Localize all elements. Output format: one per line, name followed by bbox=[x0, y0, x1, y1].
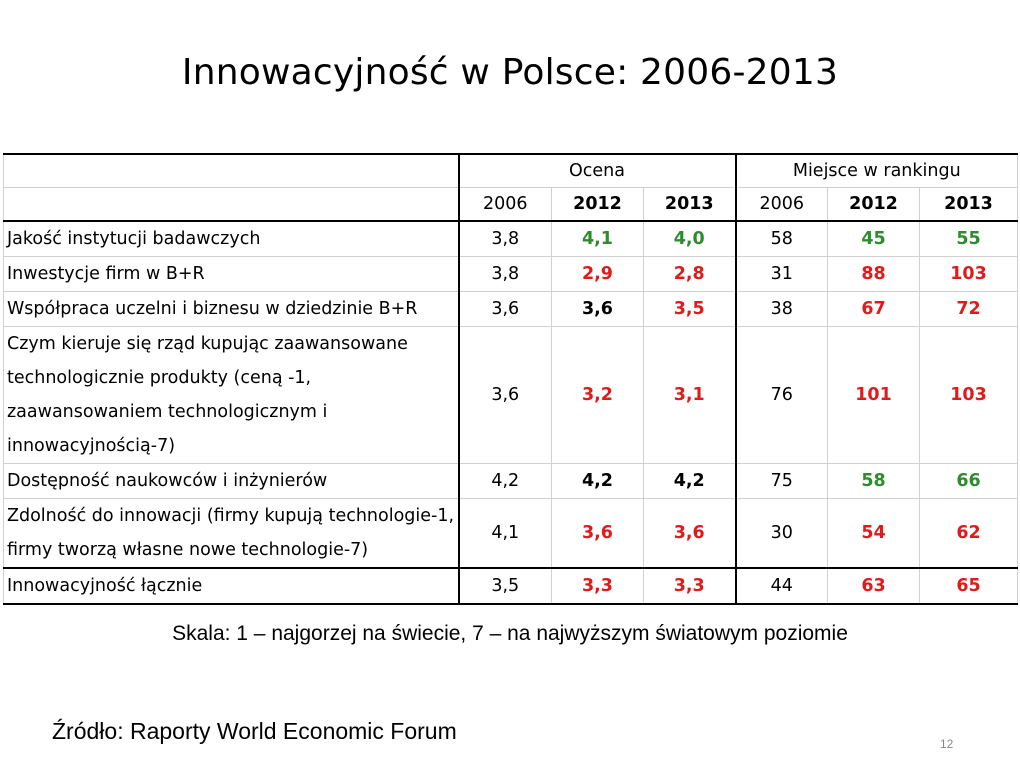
row-label: Dostępność naukowców i inżynierów bbox=[3, 463, 459, 499]
cell-miejsce-2013: 103 bbox=[918, 256, 1019, 292]
cell-ocena-2013: 3,6 bbox=[643, 498, 736, 569]
cell-miejsce-2013: 103 bbox=[918, 326, 1019, 464]
cell-miejsce-2013: 62 bbox=[918, 498, 1019, 569]
cell-ocena-2006: 3,6 bbox=[457, 291, 552, 327]
cell-ocena-2013: 4,2 bbox=[643, 463, 736, 499]
row-label: Czym kieruje się rząd kupując zaawansowa… bbox=[3, 326, 459, 464]
year-header-ocena-2006: 2006 bbox=[457, 187, 552, 222]
row-label: Inwestycje firm w B+R bbox=[3, 256, 459, 292]
cell-ocena-2012: 2,9 bbox=[551, 256, 644, 292]
cell-miejsce-2006: 30 bbox=[734, 498, 828, 569]
cell-miejsce-2006: 38 bbox=[734, 291, 828, 327]
source-note: Źródło: Raporty World Economic Forum bbox=[52, 718, 457, 744]
cell-miejsce-2006: 75 bbox=[734, 463, 828, 499]
cell-ocena-2013: 4,0 bbox=[643, 220, 736, 257]
group-header-ocena: Ocena bbox=[457, 153, 736, 188]
cell-miejsce-2012: 88 bbox=[827, 256, 920, 292]
row-label: Współpraca uczelni i biznesu w dziedzini… bbox=[3, 291, 459, 327]
cell-ocena-2013: 3,1 bbox=[643, 326, 736, 464]
table-row: Inwestycje firm w B+R 3,8 2,9 2,8 31 88 103 bbox=[3, 256, 1019, 292]
cell-miejsce-2012: 45 bbox=[827, 220, 920, 257]
row-label: Innowacyjność łącznie bbox=[3, 567, 459, 605]
table-row: Współpraca uczelni i biznesu w dziedzini… bbox=[3, 291, 1019, 327]
innovation-table: Ocena Miejsce w rankingu 2006 2012 2013 … bbox=[3, 153, 1019, 605]
year-header-row: 2006 2012 2013 2006 2012 2013 bbox=[3, 187, 1019, 222]
cell-miejsce-2012: 67 bbox=[827, 291, 920, 327]
cell-ocena-2006: 3,8 bbox=[457, 220, 552, 257]
cell-ocena-2006: 4,1 bbox=[457, 498, 552, 569]
cell-miejsce-2012: 58 bbox=[827, 463, 920, 499]
cell-miejsce-2006: 31 bbox=[734, 256, 828, 292]
cell-ocena-2012: 4,2 bbox=[551, 463, 644, 499]
cell-miejsce-2012: 63 bbox=[827, 567, 920, 605]
row-label: Jakość instytucji badawczych bbox=[3, 220, 459, 257]
cell-ocena-2012: 3,6 bbox=[551, 291, 644, 327]
year-header-miejsce-2012: 2012 bbox=[827, 187, 920, 222]
cell-miejsce-2013: 66 bbox=[918, 463, 1019, 499]
table-row: Dostępność naukowców i inżynierów 4,2 4,2 4… bbox=[3, 463, 1019, 499]
group-header-miejsce: Miejsce w rankingu bbox=[734, 153, 1019, 188]
year-header-miejsce-2006: 2006 bbox=[734, 187, 828, 222]
cell-ocena-2012: 3,2 bbox=[551, 326, 644, 464]
cell-miejsce-2012: 54 bbox=[827, 498, 920, 569]
cell-ocena-2013: 3,5 bbox=[643, 291, 736, 327]
table-row: Czym kieruje się rząd kupując zaawansowa… bbox=[3, 326, 1019, 464]
cell-miejsce-2013: 55 bbox=[918, 220, 1019, 257]
slide-title: Innowacyjność w Polsce: 2006-2013 bbox=[181, 52, 839, 93]
year-header-ocena-2013: 2013 bbox=[643, 187, 736, 222]
cell-ocena-2006: 3,6 bbox=[457, 326, 552, 464]
cell-miejsce-2013: 72 bbox=[918, 291, 1019, 327]
cell-ocena-2012: 4,1 bbox=[551, 220, 644, 257]
group-header-row: Ocena Miejsce w rankingu bbox=[3, 153, 1019, 188]
header-empty-cell bbox=[3, 187, 459, 222]
row-label: Zdolność do innowacji (firmy kupują tech… bbox=[3, 498, 459, 569]
table-row: Jakość instytucji badawczych 3,8 4,1 4,0 58 4… bbox=[3, 220, 1019, 257]
cell-ocena-2006: 3,5 bbox=[457, 567, 552, 605]
cell-miejsce-2013: 65 bbox=[918, 567, 1019, 605]
table-row: Zdolność do innowacji (firmy kupują tech… bbox=[3, 498, 1019, 569]
table-row: Innowacyjność łącznie 3,5 3,3 3,3 44 63 65 bbox=[3, 567, 1019, 605]
cell-ocena-2006: 3,8 bbox=[457, 256, 552, 292]
cell-miejsce-2012: 101 bbox=[827, 326, 920, 464]
cell-ocena-2012: 3,6 bbox=[551, 498, 644, 569]
cell-ocena-2012: 3,3 bbox=[551, 567, 644, 605]
cell-ocena-2006: 4,2 bbox=[457, 463, 552, 499]
year-header-ocena-2012: 2012 bbox=[551, 187, 644, 222]
cell-miejsce-2006: 44 bbox=[734, 567, 828, 605]
header-empty-cell bbox=[3, 153, 459, 188]
cell-ocena-2013: 2,8 bbox=[643, 256, 736, 292]
cell-miejsce-2006: 58 bbox=[734, 220, 828, 257]
cell-ocena-2013: 3,3 bbox=[643, 567, 736, 605]
year-header-miejsce-2013: 2013 bbox=[918, 187, 1019, 222]
page-number: 12 bbox=[940, 737, 954, 751]
cell-miejsce-2006: 76 bbox=[734, 326, 828, 464]
scale-note: Skala: 1 – najgorzej na świecie, 7 – na … bbox=[172, 622, 848, 645]
